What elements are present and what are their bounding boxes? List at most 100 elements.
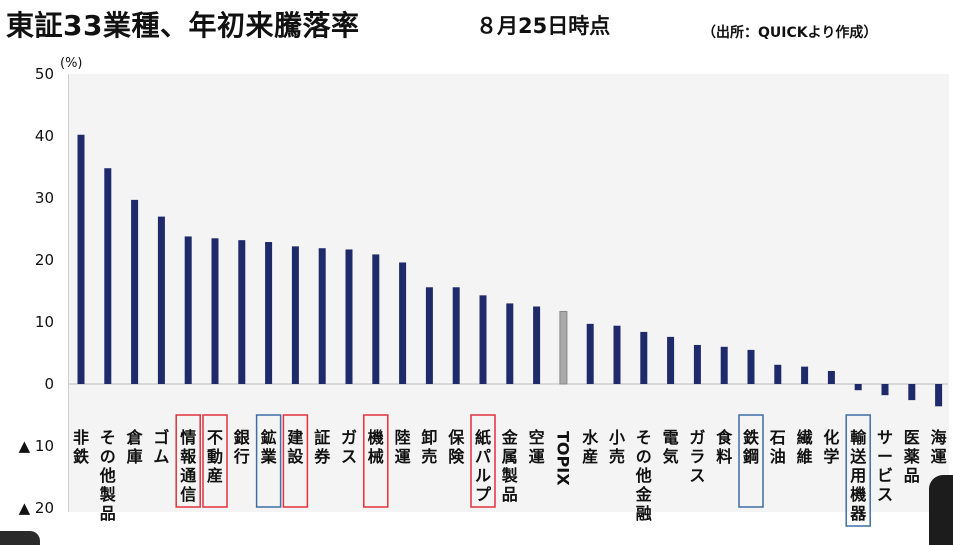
category-highlight-box bbox=[282, 414, 309, 508]
y-tick-label: ▲ 20 bbox=[19, 499, 54, 517]
bars bbox=[77, 134, 943, 407]
x-tick-label-char: 維 bbox=[797, 447, 813, 466]
category-highlight-box bbox=[202, 414, 228, 508]
x-tick-label-char: 売 bbox=[421, 447, 437, 466]
x-tick-label: 機械 bbox=[368, 428, 384, 466]
bar bbox=[506, 303, 514, 384]
x-tick-label-char: 鉱 bbox=[261, 428, 277, 447]
bar bbox=[399, 262, 407, 384]
y-tick-label: 20 bbox=[35, 251, 54, 269]
x-tick-label: 水産 bbox=[582, 428, 599, 466]
bar bbox=[291, 246, 299, 384]
x-tick-label: 空運 bbox=[529, 428, 545, 466]
x-tick-label-char: 医 bbox=[904, 428, 920, 447]
x-tick-label: 陸運 bbox=[395, 428, 411, 466]
x-tick-label: 化学 bbox=[823, 428, 839, 466]
chart-date: ８月25日時点 bbox=[476, 14, 611, 38]
bar bbox=[211, 238, 219, 384]
x-tick-label-char: プ bbox=[475, 485, 492, 504]
x-tick-label-char: 産 bbox=[207, 466, 223, 485]
x-tick-label-char: 海 bbox=[931, 428, 947, 447]
x-tick-label: ゴム bbox=[153, 428, 169, 466]
y-tick-label: 10 bbox=[35, 313, 54, 331]
x-tick-label-char: 空 bbox=[529, 428, 545, 447]
x-tick-label-char: 建 bbox=[287, 428, 303, 447]
y-tick-label: 30 bbox=[35, 189, 54, 207]
x-tick-label-char: ー bbox=[877, 447, 893, 466]
x-tick-label: ガス bbox=[341, 428, 357, 466]
x-tick-label-char: 繊 bbox=[797, 428, 813, 447]
x-tick-label-char: 非 bbox=[73, 428, 89, 447]
x-tick-label-char: 運 bbox=[529, 447, 545, 466]
x-tick-label-char: そ bbox=[100, 428, 116, 447]
bar bbox=[265, 242, 273, 384]
bar bbox=[908, 384, 916, 401]
x-tick-label-char: の bbox=[636, 447, 652, 466]
x-tick-label: 海運 bbox=[931, 428, 947, 466]
bar bbox=[586, 323, 594, 384]
category-highlight-box bbox=[175, 414, 201, 508]
y-tick-label: 40 bbox=[35, 127, 54, 145]
x-tick-label-char: サ bbox=[877, 428, 893, 447]
bar bbox=[693, 344, 701, 384]
x-tick-label-char: 不 bbox=[207, 428, 223, 447]
x-tick-label-char: 送 bbox=[849, 447, 867, 466]
x-tick-label: 非鉄 bbox=[73, 428, 89, 466]
x-tick-label-char: 融 bbox=[636, 504, 652, 523]
x-tick-label-char: 薬 bbox=[903, 447, 921, 466]
x-tick-label-char: 食 bbox=[715, 428, 733, 447]
bar bbox=[131, 199, 139, 384]
chart-source: （出所：QUICKより作成） bbox=[702, 25, 878, 41]
x-tick-label-char: 設 bbox=[287, 447, 304, 466]
x-tick-label-char: 産 bbox=[582, 447, 598, 466]
x-tick-label-char: 金 bbox=[501, 428, 519, 447]
x-tick-label-char: 製 bbox=[99, 485, 116, 504]
category-highlight-box bbox=[470, 414, 496, 508]
x-tick-label-char: 機 bbox=[368, 428, 384, 447]
bar bbox=[935, 384, 943, 407]
bar bbox=[667, 336, 675, 384]
x-tick-label-char: 品 bbox=[904, 466, 920, 485]
x-tick-label-char: ス bbox=[689, 466, 705, 485]
x-tick-label-char: ス bbox=[341, 447, 357, 466]
bar bbox=[827, 370, 835, 384]
x-tick-label: 繊維 bbox=[797, 428, 813, 466]
x-tick-label-char: 動 bbox=[207, 447, 223, 466]
x-tick-label-char: 他 bbox=[635, 466, 652, 485]
x-tick-label-char: 鉄 bbox=[743, 428, 759, 447]
x-tick-label-char: ル bbox=[475, 466, 491, 485]
x-tick-label-char: 製 bbox=[501, 466, 518, 485]
x-tick-label-char: 小 bbox=[609, 428, 625, 447]
y-axis: 50 40 30 20 10 0 ▲ 10 ▲ 20 bbox=[19, 65, 54, 517]
x-tick-label: 医薬品 bbox=[903, 428, 921, 485]
x-tick-label: 保険 bbox=[447, 428, 465, 466]
x-tick-label-char: 券 bbox=[313, 447, 331, 466]
x-tick-label-char: 通 bbox=[180, 466, 196, 485]
x-tick-label-char: 運 bbox=[931, 447, 947, 466]
x-tick-label-char: 証 bbox=[314, 428, 330, 447]
x-tick-label: 証券 bbox=[313, 428, 331, 466]
bar bbox=[77, 134, 85, 384]
x-tick-label-char: 運 bbox=[395, 447, 411, 466]
x-tick-label-char: 報 bbox=[180, 447, 197, 466]
bar bbox=[425, 287, 433, 384]
x-tick-label-char: の bbox=[100, 447, 116, 466]
x-tick-label-char: 金 bbox=[635, 485, 653, 504]
category-highlight-box bbox=[738, 414, 764, 508]
bar bbox=[479, 295, 487, 384]
x-tick-label: ガラス bbox=[689, 428, 705, 485]
x-tick-label: TOPIX bbox=[553, 431, 572, 486]
x-tick-label-char: 学 bbox=[823, 447, 839, 466]
x-tick-label: 石油 bbox=[769, 428, 786, 466]
x-tick-label-char: 料 bbox=[716, 447, 732, 466]
x-tick-label-char: 化 bbox=[823, 428, 839, 447]
x-tick-label-char: ゴ bbox=[153, 428, 169, 447]
x-tick-label-char: 油 bbox=[770, 447, 786, 466]
x-tick-label-char: 庫 bbox=[127, 447, 143, 466]
category-highlight-box bbox=[363, 414, 389, 508]
x-tick-label-char: 械 bbox=[368, 447, 384, 466]
